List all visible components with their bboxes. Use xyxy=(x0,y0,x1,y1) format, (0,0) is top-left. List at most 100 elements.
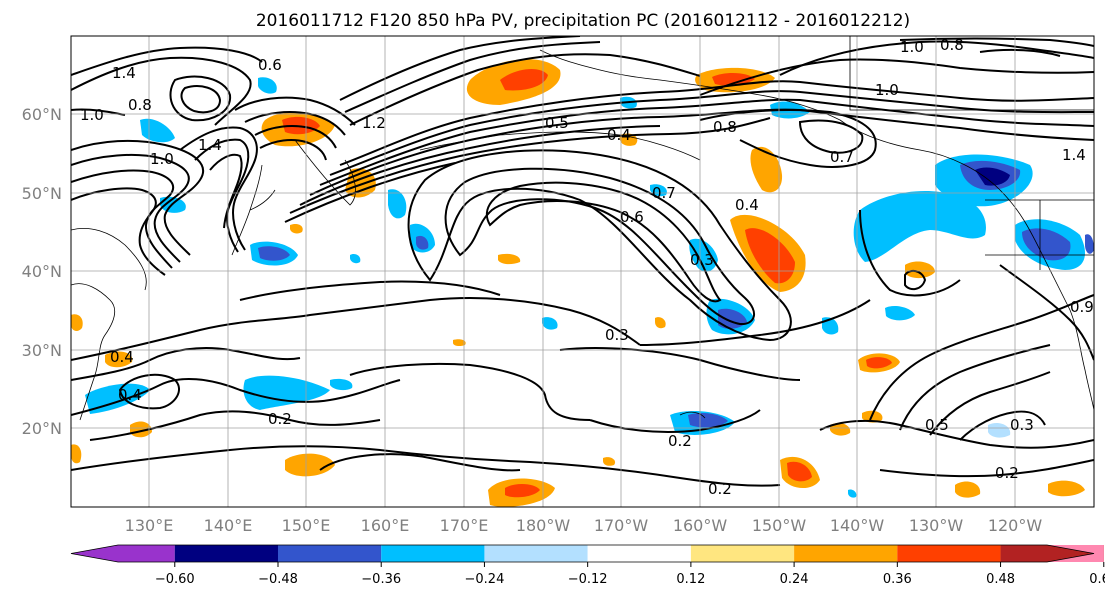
contour-line xyxy=(485,181,722,303)
pos-shade xyxy=(498,253,521,265)
pos-shade xyxy=(955,481,981,498)
lon-label: 150°W xyxy=(752,516,807,535)
neg-shade xyxy=(388,189,407,219)
lon-label: 160°E xyxy=(361,516,410,535)
pos-shade xyxy=(453,339,466,347)
contour-line xyxy=(289,117,771,214)
contour-line xyxy=(71,377,401,416)
pos-shade xyxy=(71,444,82,464)
contour-label: 1.4 xyxy=(198,136,222,154)
lat-label: 50°N xyxy=(22,184,62,203)
lon-labels: 130°E 140°E 150°E 160°E 170°E 180°W 170°… xyxy=(125,516,1043,535)
contour-line xyxy=(339,80,1094,166)
contour-line xyxy=(899,37,1094,47)
graticule xyxy=(71,36,1094,507)
contour-label: 0.8 xyxy=(128,96,152,114)
contour-line xyxy=(929,371,1051,436)
coastline-na-west xyxy=(1039,249,1094,411)
contour-line xyxy=(71,46,263,76)
contour-line xyxy=(180,85,222,114)
neg-shade xyxy=(330,378,353,391)
pos-shade xyxy=(71,314,83,332)
contour-label: 0.5 xyxy=(925,416,949,434)
pos-shade xyxy=(505,484,540,498)
contour-label: 0.5 xyxy=(545,114,569,132)
contour-line xyxy=(71,56,252,126)
contour-label: 1.0 xyxy=(875,81,899,99)
contour-label: 1.4 xyxy=(112,64,136,82)
contour-line xyxy=(869,294,1094,421)
lon-label: 180°W xyxy=(516,516,571,535)
lat-label: 30°N xyxy=(22,341,62,360)
colorbar-segment xyxy=(897,545,1001,562)
lon-label: 130°W xyxy=(909,516,964,535)
region-boxes xyxy=(849,36,1094,270)
contour-label: 0.9 xyxy=(1070,298,1094,316)
lon-label: 160°W xyxy=(673,516,728,535)
contour-label: 0.2 xyxy=(268,410,292,428)
lon-label: 140°E xyxy=(204,516,253,535)
pos-shade xyxy=(750,146,783,193)
contour-label: 1.4 xyxy=(1062,146,1086,164)
contour-line xyxy=(319,98,1094,186)
coastline-japan xyxy=(231,164,276,256)
contour-label: 0.6 xyxy=(620,208,644,226)
lon-label: 130°E xyxy=(125,516,174,535)
contour-line xyxy=(194,138,250,253)
contour-label: 0.8 xyxy=(940,36,964,54)
contour-label: 0.3 xyxy=(605,326,629,344)
colorbar-segment xyxy=(174,545,278,562)
contour-line xyxy=(899,344,1051,431)
contour-line xyxy=(71,139,205,256)
contour-line xyxy=(234,96,356,126)
contour-line xyxy=(979,48,1061,57)
pos-shade xyxy=(712,73,755,86)
contour-line xyxy=(319,453,521,472)
coastlines xyxy=(71,49,1094,421)
contour-line xyxy=(71,169,175,269)
contour-line xyxy=(71,153,190,263)
colorbar-tick-label: −0.12 xyxy=(568,572,608,587)
lat-label: 40°N xyxy=(22,262,62,281)
colorbar-tick-label: −0.48 xyxy=(258,572,298,587)
colorbar-tick-label: −0.36 xyxy=(361,572,401,587)
lat-label: 20°N xyxy=(22,419,62,438)
contour-label: 0.8 xyxy=(713,118,737,136)
colorbar: −0.60 −0.48 −0.36 −0.24 −0.12 0.12 0.24 0.36 0.4… xyxy=(70,544,1105,587)
contour-line xyxy=(71,187,166,276)
contour-line xyxy=(71,297,641,361)
coastline-alaska xyxy=(539,49,1041,251)
contour-line xyxy=(309,108,1094,196)
contour-line xyxy=(118,373,180,410)
contour-line xyxy=(779,40,1094,76)
neg-shade xyxy=(1022,228,1071,261)
coastline-aleutians xyxy=(419,131,701,161)
colorbar-tick-label: 0.24 xyxy=(780,572,809,587)
lat-labels: 60°N 50°N 40°N 30°N 20°N xyxy=(22,105,62,438)
pos-shade xyxy=(745,228,795,284)
neg-shade xyxy=(988,423,1011,438)
pos-shade xyxy=(105,351,133,368)
contour-line xyxy=(798,119,864,154)
contour-label: 1.0 xyxy=(80,106,104,124)
colorbar-tick-label: 0.48 xyxy=(986,572,1015,587)
contour-line xyxy=(71,445,781,487)
pos-shade xyxy=(830,422,851,436)
neg-shade xyxy=(975,167,1010,186)
neg-shade xyxy=(853,190,986,262)
colorbar-segment xyxy=(587,545,691,562)
coastline-hawaii xyxy=(679,411,706,419)
contour-label: 1.2 xyxy=(362,114,386,132)
contour-line xyxy=(299,125,661,206)
colorbar-tick-label: 0.12 xyxy=(676,572,705,587)
neg-shade xyxy=(689,238,718,272)
colorbar-segment xyxy=(381,545,485,562)
precip-shading xyxy=(71,59,1094,507)
contour-line xyxy=(349,53,701,126)
neg-shade xyxy=(416,235,429,250)
neg-shade xyxy=(688,413,728,428)
contour-line xyxy=(239,280,501,301)
contour-line xyxy=(254,125,337,149)
contour-label: 0.4 xyxy=(118,386,142,404)
colorbar-outline xyxy=(70,544,1095,563)
